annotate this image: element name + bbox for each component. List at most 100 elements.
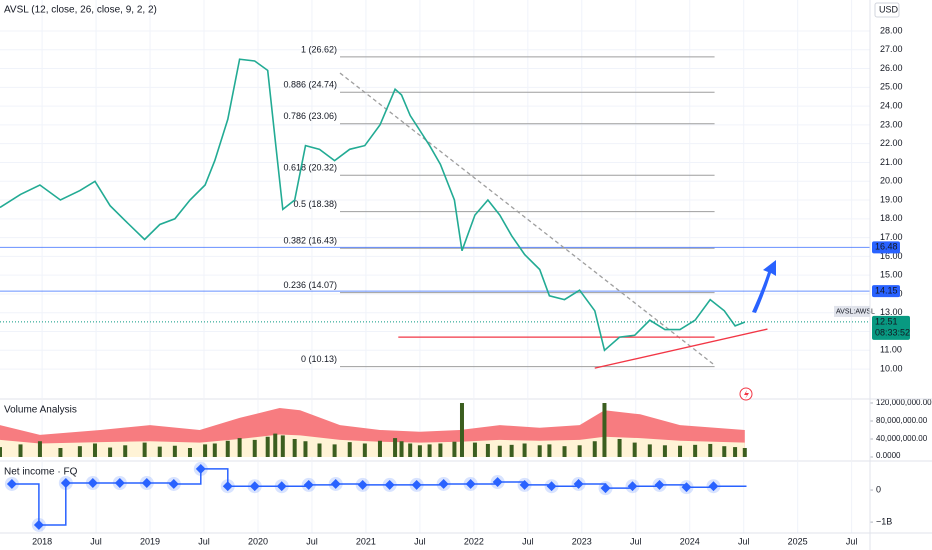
volume-bar (225, 440, 230, 457)
y-tick-label: −1B (876, 516, 892, 526)
x-tick-label: 2023 (572, 536, 592, 546)
x-tick-label: Jul (306, 536, 318, 546)
x-tick-label: Jul (198, 536, 210, 546)
level-tag (872, 285, 900, 298)
y-tick-label: 40,000,000.00 (876, 434, 928, 443)
volume-bar (157, 446, 162, 457)
volume-bar (18, 444, 23, 457)
net-income-point (330, 479, 341, 489)
net-income-point (492, 477, 503, 487)
net-income-point (33, 520, 44, 530)
x-tick-label: 2022 (464, 536, 484, 546)
net-income-point (276, 481, 287, 492)
y-tick-label: 28.00 (880, 25, 903, 35)
volume-bar (602, 403, 607, 457)
y-tick-label: 13.00 (880, 307, 903, 317)
y-tick-label: 25.00 (880, 82, 903, 92)
net-income-point (249, 481, 260, 492)
volume-bar (399, 441, 404, 457)
volume-bar (77, 446, 82, 457)
y-tick-label: 22.00 (880, 138, 903, 148)
volume-bar (662, 445, 667, 457)
y-tick-label: 17.00 (880, 232, 903, 242)
net-income-point (519, 479, 530, 490)
x-tick-label: Jul (846, 536, 858, 546)
x-tick-label: Jul (414, 536, 426, 546)
volume-bar (0, 447, 2, 457)
volume-bar (617, 438, 622, 457)
volume-bar (417, 445, 422, 457)
volume-bar (377, 440, 382, 457)
y-tick-label: 27.00 (880, 44, 903, 54)
volume-bar (509, 444, 514, 457)
countdown-label: 08:33:52 (875, 327, 910, 337)
volume-bar (265, 436, 270, 457)
volume-bar (459, 403, 464, 457)
volume-bar (123, 445, 128, 457)
net-income-point (681, 482, 692, 493)
volume-bar (92, 443, 97, 457)
last-price-label: 12.51 (875, 316, 898, 326)
fib-label: 0.5 (18.38) (293, 199, 337, 209)
x-tick-label: 2025 (788, 536, 808, 546)
net-income-point (384, 479, 395, 490)
pane-title: Net income · FQ (4, 467, 78, 478)
fib-label: 0.382 (16.43) (283, 236, 337, 246)
x-tick-label: 2021 (356, 536, 376, 546)
volume-bar (142, 442, 147, 457)
net-income-point (627, 481, 638, 492)
x-tick-label: 2024 (680, 536, 700, 546)
level-label: 16.48 (875, 242, 898, 252)
trendline (339, 72, 715, 366)
symbol-label: AVSL:AWSL (836, 308, 875, 315)
arrow (752, 260, 776, 313)
x-tick-label: Jul (630, 536, 642, 546)
y-tick-label: 24.00 (880, 100, 903, 110)
y-tick-label: 21.00 (880, 157, 903, 167)
chart-title: AVSL (12, close, 26, close, 9, 2, 2) (4, 5, 157, 16)
fib-label: 0.618 (20.32) (283, 163, 337, 173)
currency-label: USD (879, 4, 899, 14)
net-income-point (141, 478, 152, 488)
y-tick-label: 18.00 (880, 213, 903, 223)
volume-bar (647, 444, 652, 457)
volume-bar (280, 435, 285, 457)
volume-bar (577, 445, 582, 457)
net-income-point (411, 479, 422, 490)
volume-bar (237, 438, 242, 457)
fib-label: 0 (10.13) (301, 354, 337, 364)
y-tick-label: 10.00 (880, 363, 903, 373)
volume-bar (187, 447, 192, 457)
volume-bar (733, 447, 738, 457)
fib-label: 0.786 (23.06) (283, 111, 337, 121)
net-income-point (573, 479, 584, 489)
volume-bar (362, 443, 367, 457)
net-income-point (303, 479, 314, 490)
volume-bar (427, 444, 432, 457)
y-tick-label: 23.00 (880, 119, 903, 129)
alert-bolt (744, 390, 749, 399)
net-income-point (195, 463, 206, 474)
volume-bar (172, 445, 177, 457)
volume-bar (332, 444, 337, 457)
volume-bar (273, 433, 278, 457)
volume-bar (693, 444, 698, 457)
volume-bar (317, 443, 322, 457)
volume-bar (452, 441, 457, 457)
x-tick-label: 2020 (248, 536, 268, 546)
x-tick-label: Jul (522, 536, 534, 546)
currency-tag (874, 2, 900, 18)
volume-bar (562, 446, 567, 457)
volume-bar (537, 445, 542, 457)
volume-bar (347, 442, 352, 457)
volume-bar (212, 443, 217, 457)
y-tick-label: 0 (876, 484, 881, 494)
volume-bar (547, 444, 552, 457)
y-tick-label: 15.00 (880, 270, 903, 280)
y-tick-label: 16.00 (880, 251, 903, 261)
x-tick-label: 2019 (140, 536, 160, 546)
volume-bar (408, 443, 413, 457)
net-income-point (222, 481, 233, 492)
volume-bar (497, 445, 502, 457)
